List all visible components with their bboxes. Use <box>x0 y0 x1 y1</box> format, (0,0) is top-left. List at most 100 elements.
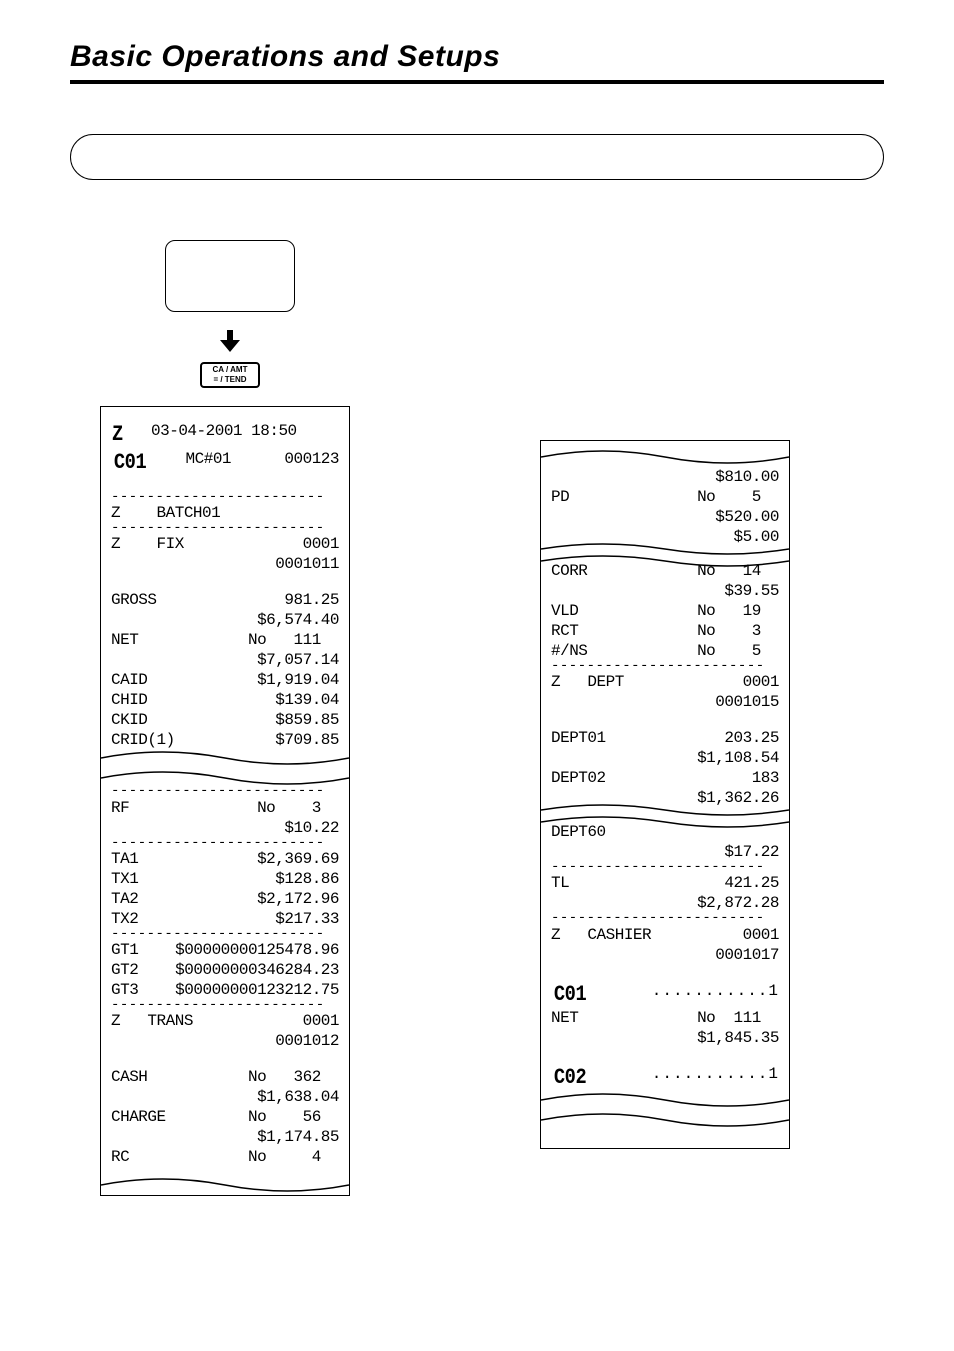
dash: ------------------------ <box>551 862 779 873</box>
right-receipt: $810.00 PD No 5 $520.00 $5.00 CORR <box>540 440 790 1149</box>
chid-amt: $139.04 <box>275 690 339 710</box>
charge-amt: $1,174.85 <box>257 1127 339 1147</box>
depthdr-no: 0001 <box>743 672 779 692</box>
ckid-row: CKID $859.85 <box>111 710 339 730</box>
rct-label: RCT <box>551 621 578 641</box>
rf-no: No <box>257 798 275 818</box>
chid-row: CHID $139.04 <box>111 690 339 710</box>
trans-row-2: 0001012 <box>111 1031 339 1051</box>
gross-amt: $6,574.40 <box>257 610 339 630</box>
ta2-label: TA2 <box>111 889 138 909</box>
hdr-row-2: C01 MC#01 000123 <box>111 449 339 477</box>
hdr-c: C01 <box>114 449 146 477</box>
fix-row-1: Z FIX 0001 <box>111 534 339 554</box>
ta1-amt: $2,369.69 <box>257 849 339 869</box>
tear-break <box>541 439 789 467</box>
rc-label: RC <box>111 1147 129 1167</box>
dept01-label: DEPT01 <box>551 728 606 748</box>
hdr-serial: 000123 <box>284 449 339 477</box>
charge-row-2: $1,174.85 <box>111 1127 339 1147</box>
fix-no: 0001 <box>303 534 339 554</box>
gt2-label: GT2 <box>111 960 138 980</box>
trans-seq: 0001012 <box>275 1031 339 1051</box>
dash: ------------------------ <box>551 661 779 672</box>
depthdr-label: DEPT <box>587 672 623 692</box>
cashdr-no: 0001 <box>743 925 779 945</box>
c01-dots: ...........1 <box>652 981 779 1009</box>
rc-no: No <box>248 1147 266 1167</box>
tl-qty: 421.25 <box>724 873 779 893</box>
crid-row: CRID(1) $709.85 <box>111 730 339 750</box>
fix-label: FIX <box>157 534 184 554</box>
net-amt: $7,057.14 <box>257 650 339 670</box>
tear-break <box>541 541 789 567</box>
tx1-row: TX1 $128.86 <box>111 869 339 889</box>
charge-qty: 56 <box>303 1107 321 1127</box>
cashdr-row-1: Z CASHIER 0001 <box>551 925 779 945</box>
content-row: CA / AMT = / TEND Z 03-04-2001 18:50 C01… <box>70 240 884 1196</box>
pd-row-1: PD No 5 <box>551 487 779 507</box>
caid-amt: $1,919.04 <box>257 670 339 690</box>
dash: ------------------------ <box>111 838 339 849</box>
gt2-row: GT2 $00000000346284.23 <box>111 960 339 980</box>
depthdr-row-1: Z DEPT 0001 <box>551 672 779 692</box>
cash-qty: 362 <box>293 1067 320 1087</box>
hdr-mc: MC#01 <box>186 449 232 477</box>
dept01-row-1: DEPT01 203.25 <box>551 728 779 748</box>
c01-row: C01 ...........1 <box>551 981 779 1009</box>
hdr-time: 18:50 <box>251 421 297 449</box>
cashdr-z: Z <box>551 925 560 945</box>
gross-label: GROSS <box>111 590 157 610</box>
pd-no: No <box>697 487 715 507</box>
corr-amt: $39.55 <box>724 581 779 601</box>
dash: ------------------------ <box>111 523 339 534</box>
trans-label: TRANS <box>147 1011 193 1031</box>
pd-amt: $520.00 <box>715 507 779 527</box>
vld-no: No <box>697 601 715 621</box>
tl-label: TL <box>551 873 569 893</box>
trans-z: Z <box>111 1011 120 1031</box>
tear-break <box>101 750 349 786</box>
dept02-row-1: DEPT02 183 <box>551 768 779 788</box>
cashdr-row-2: 0001017 <box>551 945 779 965</box>
crid-label: CRID(1) <box>111 730 175 750</box>
ta1-label: TA1 <box>111 849 138 869</box>
chid-label: CHID <box>111 690 147 710</box>
fix-z: Z <box>111 534 120 554</box>
dept01-qty: 203.25 <box>724 728 779 748</box>
cash-row-1: CASH No 362 <box>111 1067 339 1087</box>
hdr-date: 03-04-2001 <box>151 421 242 449</box>
gt2-amt: $00000000346284.23 <box>175 960 339 980</box>
rc-row: RC No 4 <box>111 1147 339 1167</box>
dash: ------------------------ <box>111 1000 339 1011</box>
vld-label: VLD <box>551 601 578 621</box>
dept01-row-2: $1,108.54 <box>551 748 779 768</box>
cashdr-label: CASHIER <box>587 925 651 945</box>
gt1-amt: $00000000125478.96 <box>175 940 339 960</box>
net-row-2: $7,057.14 <box>111 650 339 670</box>
gross-qty: 981.25 <box>284 590 339 610</box>
ca-amt-tend-key[interactable]: CA / AMT = / TEND <box>200 362 260 388</box>
key-line2: = / TEND <box>213 375 246 384</box>
rf-label: RF <box>111 798 129 818</box>
fix-row-2: 0001011 <box>111 554 339 574</box>
tl-row-1: TL 421.25 <box>551 873 779 893</box>
c01net-row-1: NET No 111 <box>551 1008 779 1028</box>
ckid-amt: $859.85 <box>275 710 339 730</box>
cashdr-seq: 0001017 <box>715 945 779 965</box>
gross-row-2: $6,574.40 <box>111 610 339 630</box>
c01net-qty: 111 <box>733 1008 760 1028</box>
page-title: Basic Operations and Setups <box>70 40 884 84</box>
left-column: CA / AMT = / TEND Z 03-04-2001 18:50 C01… <box>100 240 360 1196</box>
hdr-row-1: Z 03-04-2001 18:50 <box>111 421 339 449</box>
vld-qty: 19 <box>743 601 761 621</box>
c01net-no: No <box>697 1008 715 1028</box>
tear-break <box>541 802 789 828</box>
dept02-qty: 183 <box>752 768 779 788</box>
tear-break <box>541 1092 789 1128</box>
c02-dots: ...........1 <box>652 1064 779 1092</box>
dept01-amt: $1,108.54 <box>697 748 779 768</box>
pd-qty: 5 <box>752 487 761 507</box>
gt1-row: GT1 $00000000125478.96 <box>111 940 339 960</box>
rct-row: RCT No 3 <box>551 621 779 641</box>
